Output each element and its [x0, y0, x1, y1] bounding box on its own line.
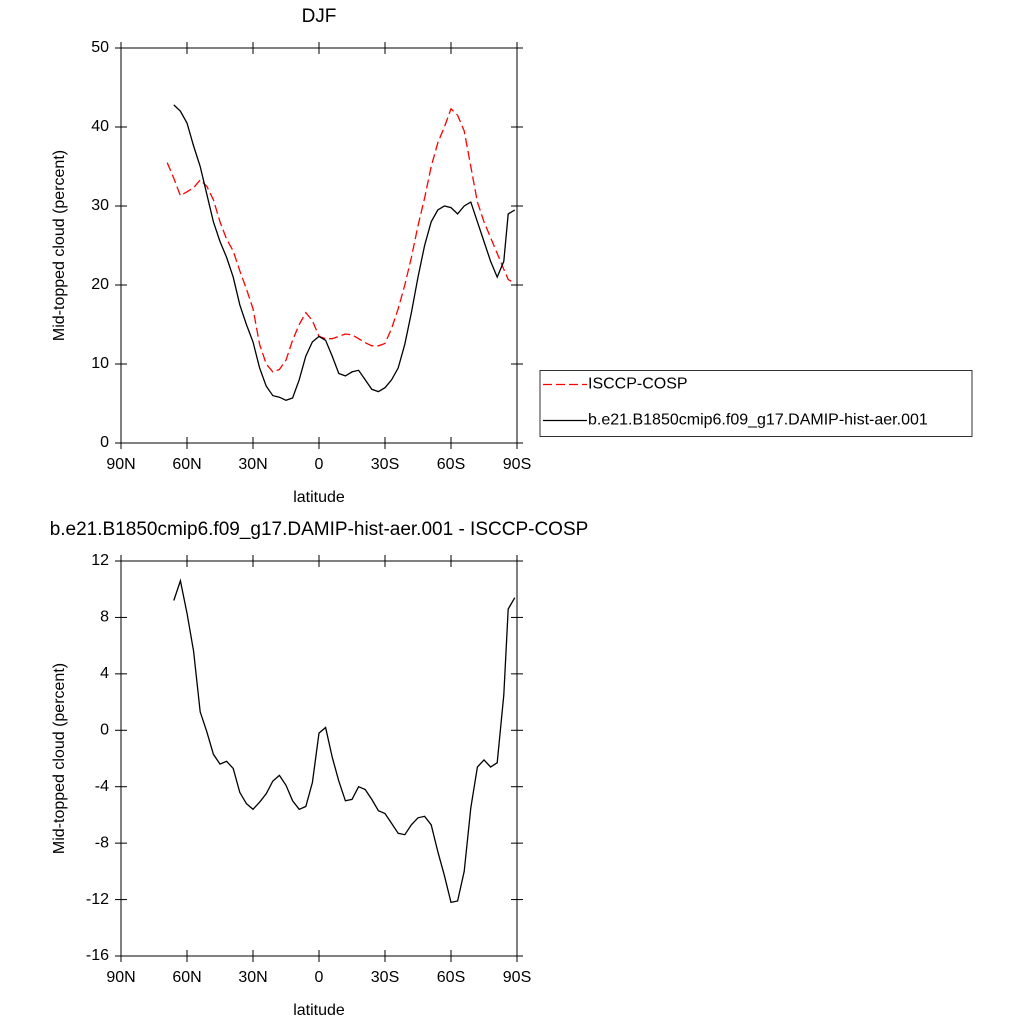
legend-box	[539, 370, 973, 437]
x-tick-label: 60S	[437, 969, 465, 986]
x-tick-label: 90S	[503, 969, 531, 986]
y-tick-label: 40	[91, 118, 109, 135]
y-axis-label: Mid-topped cloud (percent)	[51, 150, 68, 341]
x-tick-label: 90S	[503, 456, 531, 473]
y-tick-label: 0	[100, 722, 109, 739]
y-tick-label: 30	[91, 197, 109, 214]
x-tick-label: 60N	[172, 969, 201, 986]
y-tick-label: 0	[100, 434, 109, 451]
x-tick-label: 90N	[106, 456, 135, 473]
y-tick-label: 4	[100, 665, 109, 682]
plot-frame	[120, 47, 518, 444]
y-tick-label: -16	[86, 947, 109, 964]
data-line	[173, 578, 516, 904]
y-tick-label: 10	[91, 355, 109, 372]
plot-frame	[120, 560, 518, 957]
x-tick-label: 30S	[371, 456, 399, 473]
y-tick-label: -12	[86, 891, 109, 908]
y-tick-label: 50	[91, 39, 109, 56]
legend-label: ISCCP-COSP	[588, 376, 688, 393]
x-tick-label: 90N	[106, 969, 135, 986]
y-tick-label: -4	[95, 778, 109, 795]
y-tick-label: 8	[100, 609, 109, 626]
legend-label: b.e21.B1850cmip6.f09_g17.DAMIP-hist-aer.…	[588, 412, 928, 429]
y-axis-label: Mid-topped cloud (percent)	[51, 663, 68, 854]
x-tick-label: 60N	[172, 456, 201, 473]
x-tick-label: 0	[315, 456, 324, 473]
x-tick-label: 30S	[371, 969, 399, 986]
x-tick-label: 0	[315, 969, 324, 986]
x-axis-label: latitude	[293, 489, 345, 506]
x-axis-label: latitude	[293, 1002, 345, 1019]
x-tick-label: 30N	[238, 456, 267, 473]
x-tick-label: 60S	[437, 456, 465, 473]
y-tick-label: 12	[91, 552, 109, 569]
data-line	[166, 107, 516, 373]
chart-title: DJF	[302, 6, 337, 27]
chart-title: b.e21.B1850cmip6.f09_g17.DAMIP-hist-aer.…	[50, 519, 589, 540]
y-tick-label: 20	[91, 276, 109, 293]
x-tick-label: 30N	[238, 969, 267, 986]
data-line	[173, 104, 516, 402]
y-tick-label: -8	[95, 834, 109, 851]
